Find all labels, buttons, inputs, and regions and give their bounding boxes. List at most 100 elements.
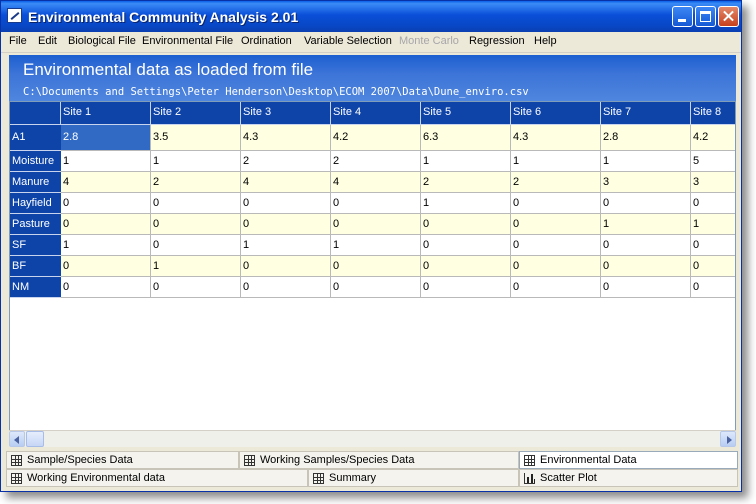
tab-environmental-data[interactable]: Environmental Data	[519, 451, 738, 469]
grid-cell[interactable]: 0	[241, 193, 331, 214]
menu-help[interactable]: Help	[534, 35, 557, 47]
grid-cell[interactable]: 1	[241, 235, 331, 256]
grid-cell[interactable]: 0	[691, 235, 735, 256]
grid-cell[interactable]: 0	[421, 277, 511, 298]
grid-cell[interactable]: 0	[511, 235, 601, 256]
row-header[interactable]: A1	[10, 125, 61, 151]
menu-variable-selection[interactable]: Variable Selection	[304, 35, 392, 47]
grid-cell[interactable]: 1	[61, 151, 151, 172]
grid-cell[interactable]: 1	[151, 256, 241, 277]
title-bar[interactable]: Environmental Community Analysis 2.01	[1, 1, 741, 32]
row-header[interactable]: NM	[10, 277, 61, 298]
column-header[interactable]: Site 3	[241, 102, 331, 125]
grid-cell[interactable]: 3.5	[151, 125, 241, 151]
menu-file[interactable]: File	[9, 35, 27, 47]
column-header[interactable]: Site 1	[61, 102, 151, 125]
maximize-button[interactable]	[695, 6, 716, 27]
grid-cell[interactable]: 4.3	[241, 125, 331, 151]
grid-cell[interactable]: 0	[331, 256, 421, 277]
grid-cell[interactable]: 2	[241, 151, 331, 172]
grid-cell[interactable]: 0	[241, 256, 331, 277]
grid-cell[interactable]: 0	[61, 277, 151, 298]
grid-cell[interactable]: 2	[511, 172, 601, 193]
grid-cell[interactable]: 0	[241, 277, 331, 298]
scroll-right-icon[interactable]	[720, 431, 736, 447]
grid-cell[interactable]: 0	[511, 214, 601, 235]
menu-environmental-file[interactable]: Environmental File	[142, 35, 234, 47]
column-header[interactable]: Site 5	[421, 102, 511, 125]
grid-cell[interactable]: 1	[601, 214, 691, 235]
row-header[interactable]: Moisture	[10, 151, 61, 172]
column-header[interactable]: Site 4	[331, 102, 421, 125]
grid-cell[interactable]: 0	[151, 235, 241, 256]
grid-cell[interactable]: 0	[331, 277, 421, 298]
grid-cell[interactable]: 2.8	[601, 125, 691, 151]
grid-cell[interactable]: 4	[331, 172, 421, 193]
grid-cell[interactable]: 0	[61, 214, 151, 235]
grid-cell[interactable]: 0	[511, 193, 601, 214]
grid-cell[interactable]: 1	[511, 151, 601, 172]
grid-cell[interactable]: 0	[421, 214, 511, 235]
row-header[interactable]: Manure	[10, 172, 61, 193]
grid-cell[interactable]: 0	[151, 214, 241, 235]
grid-cell[interactable]: 2	[421, 172, 511, 193]
grid-cell[interactable]: 0	[421, 235, 511, 256]
tab-summary[interactable]: Summary	[308, 469, 519, 487]
column-header[interactable]: Site 7	[601, 102, 691, 125]
minimize-button[interactable]	[672, 6, 693, 27]
grid-cell[interactable]: 4	[61, 172, 151, 193]
grid-cell[interactable]: 3	[601, 172, 691, 193]
grid-cell[interactable]: 1	[331, 235, 421, 256]
grid-cell[interactable]: 0	[691, 193, 735, 214]
grid-cell[interactable]: 3	[691, 172, 735, 193]
grid-cell[interactable]: 0	[601, 277, 691, 298]
grid-cell[interactable]: 2	[151, 172, 241, 193]
grid-cell[interactable]: 6.3	[421, 125, 511, 151]
menu-ordination[interactable]: Ordination	[241, 35, 292, 47]
grid-cell[interactable]: 0	[511, 277, 601, 298]
grid-cell[interactable]: 0	[691, 277, 735, 298]
grid-cell[interactable]: 0	[151, 193, 241, 214]
grid-cell[interactable]: 4.2	[691, 125, 735, 151]
grid-cell[interactable]: 2.8	[61, 125, 151, 151]
scroll-thumb[interactable]	[26, 431, 44, 447]
grid-cell[interactable]: 1	[601, 151, 691, 172]
grid-cell[interactable]: 5	[691, 151, 735, 172]
column-header[interactable]: Site 2	[151, 102, 241, 125]
grid-cell[interactable]: 0	[601, 256, 691, 277]
grid-cell[interactable]: 0	[241, 214, 331, 235]
grid-cell[interactable]: 0	[331, 193, 421, 214]
row-header[interactable]: Hayfield	[10, 193, 61, 214]
grid-cell[interactable]: 1	[691, 214, 735, 235]
grid-cell[interactable]: 0	[331, 214, 421, 235]
tab-working-samples-species-data[interactable]: Working Samples/Species Data	[239, 451, 519, 469]
close-button[interactable]	[718, 6, 739, 27]
row-header[interactable]: BF	[10, 256, 61, 277]
grid-cell[interactable]: 0	[421, 256, 511, 277]
grid-cell[interactable]: 4	[241, 172, 331, 193]
row-header[interactable]: SF	[10, 235, 61, 256]
grid-cell[interactable]: 1	[421, 151, 511, 172]
grid-cell[interactable]: 2	[331, 151, 421, 172]
grid-cell[interactable]: 0	[601, 235, 691, 256]
grid-cell[interactable]: 4.2	[331, 125, 421, 151]
menu-edit[interactable]: Edit	[38, 35, 57, 47]
horizontal-scrollbar[interactable]	[9, 430, 736, 447]
app-icon[interactable]	[7, 8, 22, 23]
menu-regression[interactable]: Regression	[469, 35, 525, 47]
tab-working-environmental-data[interactable]: Working Environmental data	[6, 469, 308, 487]
grid-cell[interactable]: 1	[421, 193, 511, 214]
tab-scatter-plot[interactable]: Scatter Plot	[519, 469, 738, 487]
grid-cell[interactable]: 1	[151, 151, 241, 172]
scroll-left-icon[interactable]	[9, 431, 25, 447]
grid-cell[interactable]: 0	[61, 193, 151, 214]
tab-sample-species-data[interactable]: Sample/Species Data	[6, 451, 239, 469]
data-grid[interactable]: Site 1 Site 2 Site 3 Site 4 Site 5 Site 6 Site…	[9, 101, 736, 446]
grid-cell[interactable]: 0	[61, 256, 151, 277]
grid-cell[interactable]: 4.3	[511, 125, 601, 151]
row-header[interactable]: Pasture	[10, 214, 61, 235]
grid-cell[interactable]: 0	[151, 277, 241, 298]
column-header[interactable]: Site 6	[511, 102, 601, 125]
grid-cell[interactable]: 0	[601, 193, 691, 214]
grid-cell[interactable]: 0	[691, 256, 735, 277]
